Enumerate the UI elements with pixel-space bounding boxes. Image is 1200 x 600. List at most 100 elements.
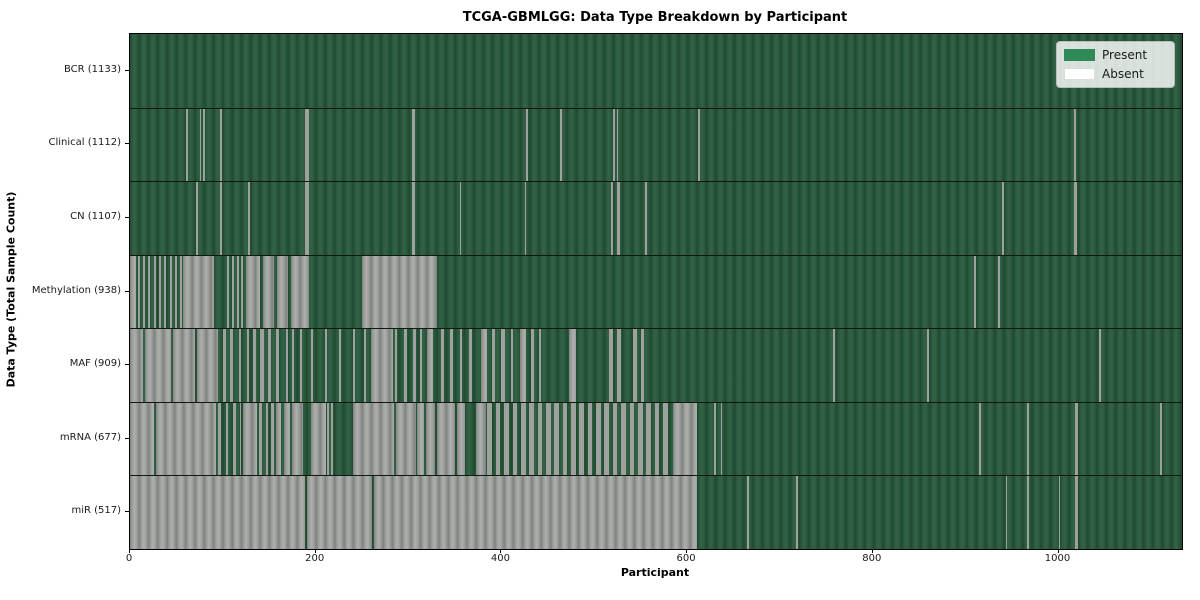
absent-stripe: [246, 255, 260, 329]
absent-stripe: [138, 255, 141, 329]
absent-stripe: [998, 255, 1000, 329]
legend-entry-absent: Absent: [1064, 67, 1166, 81]
absent-stripe: [468, 329, 472, 402]
absent-stripe: [403, 329, 407, 402]
absent-stripe: [412, 182, 416, 255]
absent-stripe: [180, 255, 182, 329]
absent-stripe: [437, 402, 455, 476]
absent-stripe: [554, 402, 559, 476]
absent-stripe: [416, 402, 425, 476]
absent-stripe: [569, 329, 576, 402]
absent-stripe: [265, 402, 269, 476]
absent-stripe: [441, 329, 444, 402]
absent-stripe: [227, 255, 230, 329]
legend-entry-present: Present: [1064, 48, 1166, 62]
absent-stripe: [311, 329, 313, 402]
absent-stripe: [450, 329, 454, 402]
x-tick-label-1000: 1000: [1044, 553, 1071, 564]
absent-stripe: [203, 108, 206, 182]
y-tick-label-Methylation: Methylation (938): [31, 284, 121, 296]
x-tick: [500, 549, 502, 553]
legend: Present Absent: [1056, 41, 1175, 88]
absent-stripe: [510, 329, 514, 402]
absent-stripe: [268, 329, 272, 402]
absent-stripe: [645, 182, 648, 255]
y-tick: [125, 437, 129, 439]
absent-stripe: [304, 182, 310, 255]
row-Clinical: [130, 107, 1182, 182]
absent-stripe: [609, 329, 613, 402]
absent-stripe: [299, 329, 302, 402]
absent-stripe: [241, 255, 244, 329]
legend-present-label: Present: [1102, 48, 1148, 62]
y-axis-label: Data Type (Total Sample Count): [4, 191, 18, 388]
absent-stripe: [182, 255, 214, 329]
absent-stripe: [331, 402, 334, 476]
absent-stripe: [747, 476, 750, 549]
absent-stripe: [147, 255, 151, 329]
row-Methylation: [130, 254, 1182, 329]
absent-stripe: [487, 402, 493, 476]
absent-stripe: [698, 108, 701, 182]
absent-stripe: [155, 402, 217, 476]
absent-stripe: [520, 402, 526, 476]
absent-stripe: [832, 329, 835, 402]
absent-stripe: [175, 255, 178, 329]
absent-stripe: [654, 402, 660, 476]
absent-stripe: [526, 108, 529, 182]
absent-stripe: [524, 182, 527, 255]
y-tick-label-MAF: MAF (909): [69, 358, 121, 370]
absent-stripe: [307, 476, 373, 549]
absent-stripe: [395, 402, 416, 476]
absent-stripe: [374, 476, 698, 549]
absent-stripe: [352, 402, 394, 476]
row-mRNA: [130, 401, 1182, 476]
absent-stripe: [271, 402, 274, 476]
absent-stripe: [252, 329, 257, 402]
absent-stripe: [629, 402, 635, 476]
absent-stripe: [412, 108, 416, 182]
absent-stripe: [352, 329, 355, 402]
absent-swatch: [1064, 68, 1095, 80]
absent-stripe: [978, 402, 981, 476]
absent-stripe: [220, 182, 222, 255]
absent-stripe: [459, 329, 463, 402]
absent-stripe: [246, 329, 249, 402]
absent-stripe: [1058, 476, 1061, 549]
absent-stripe: [276, 255, 288, 329]
absent-stripe: [720, 402, 723, 476]
plot-area: Present Absent: [129, 33, 1183, 550]
absent-stripe: [537, 402, 543, 476]
absent-stripe: [617, 329, 622, 402]
absent-stripe: [596, 402, 601, 476]
absent-stripe: [236, 255, 239, 329]
y-tick: [125, 511, 129, 513]
absent-stripe: [1099, 329, 1102, 402]
absent-stripe: [290, 255, 310, 329]
absent-stripe: [169, 255, 172, 329]
absent-stripe: [233, 402, 236, 476]
absent-stripe: [529, 402, 534, 476]
absent-stripe: [238, 329, 242, 402]
absent-stripe: [239, 402, 242, 476]
y-tick: [125, 216, 129, 218]
chart-title: TCGA-GBMLGG: Data Type Breakdown by Part…: [462, 10, 848, 25]
x-tick: [129, 549, 130, 553]
x-tick: [871, 549, 873, 553]
absent-stripe: [427, 329, 433, 402]
absent-stripe: [304, 108, 310, 182]
absent-stripe: [285, 329, 288, 402]
absent-stripe: [275, 402, 282, 476]
row-BCR: [130, 34, 1182, 108]
absent-stripe: [371, 329, 393, 402]
absent-stripe: [504, 402, 509, 476]
y-tick-label-miR: miR (517): [71, 505, 121, 517]
absent-stripe: [495, 402, 501, 476]
absent-stripe: [612, 108, 615, 182]
absent-stripe: [225, 402, 229, 476]
absent-stripe: [538, 329, 542, 402]
absent-stripe: [714, 402, 716, 476]
absent-stripe: [338, 329, 341, 402]
absent-stripe: [501, 329, 506, 402]
